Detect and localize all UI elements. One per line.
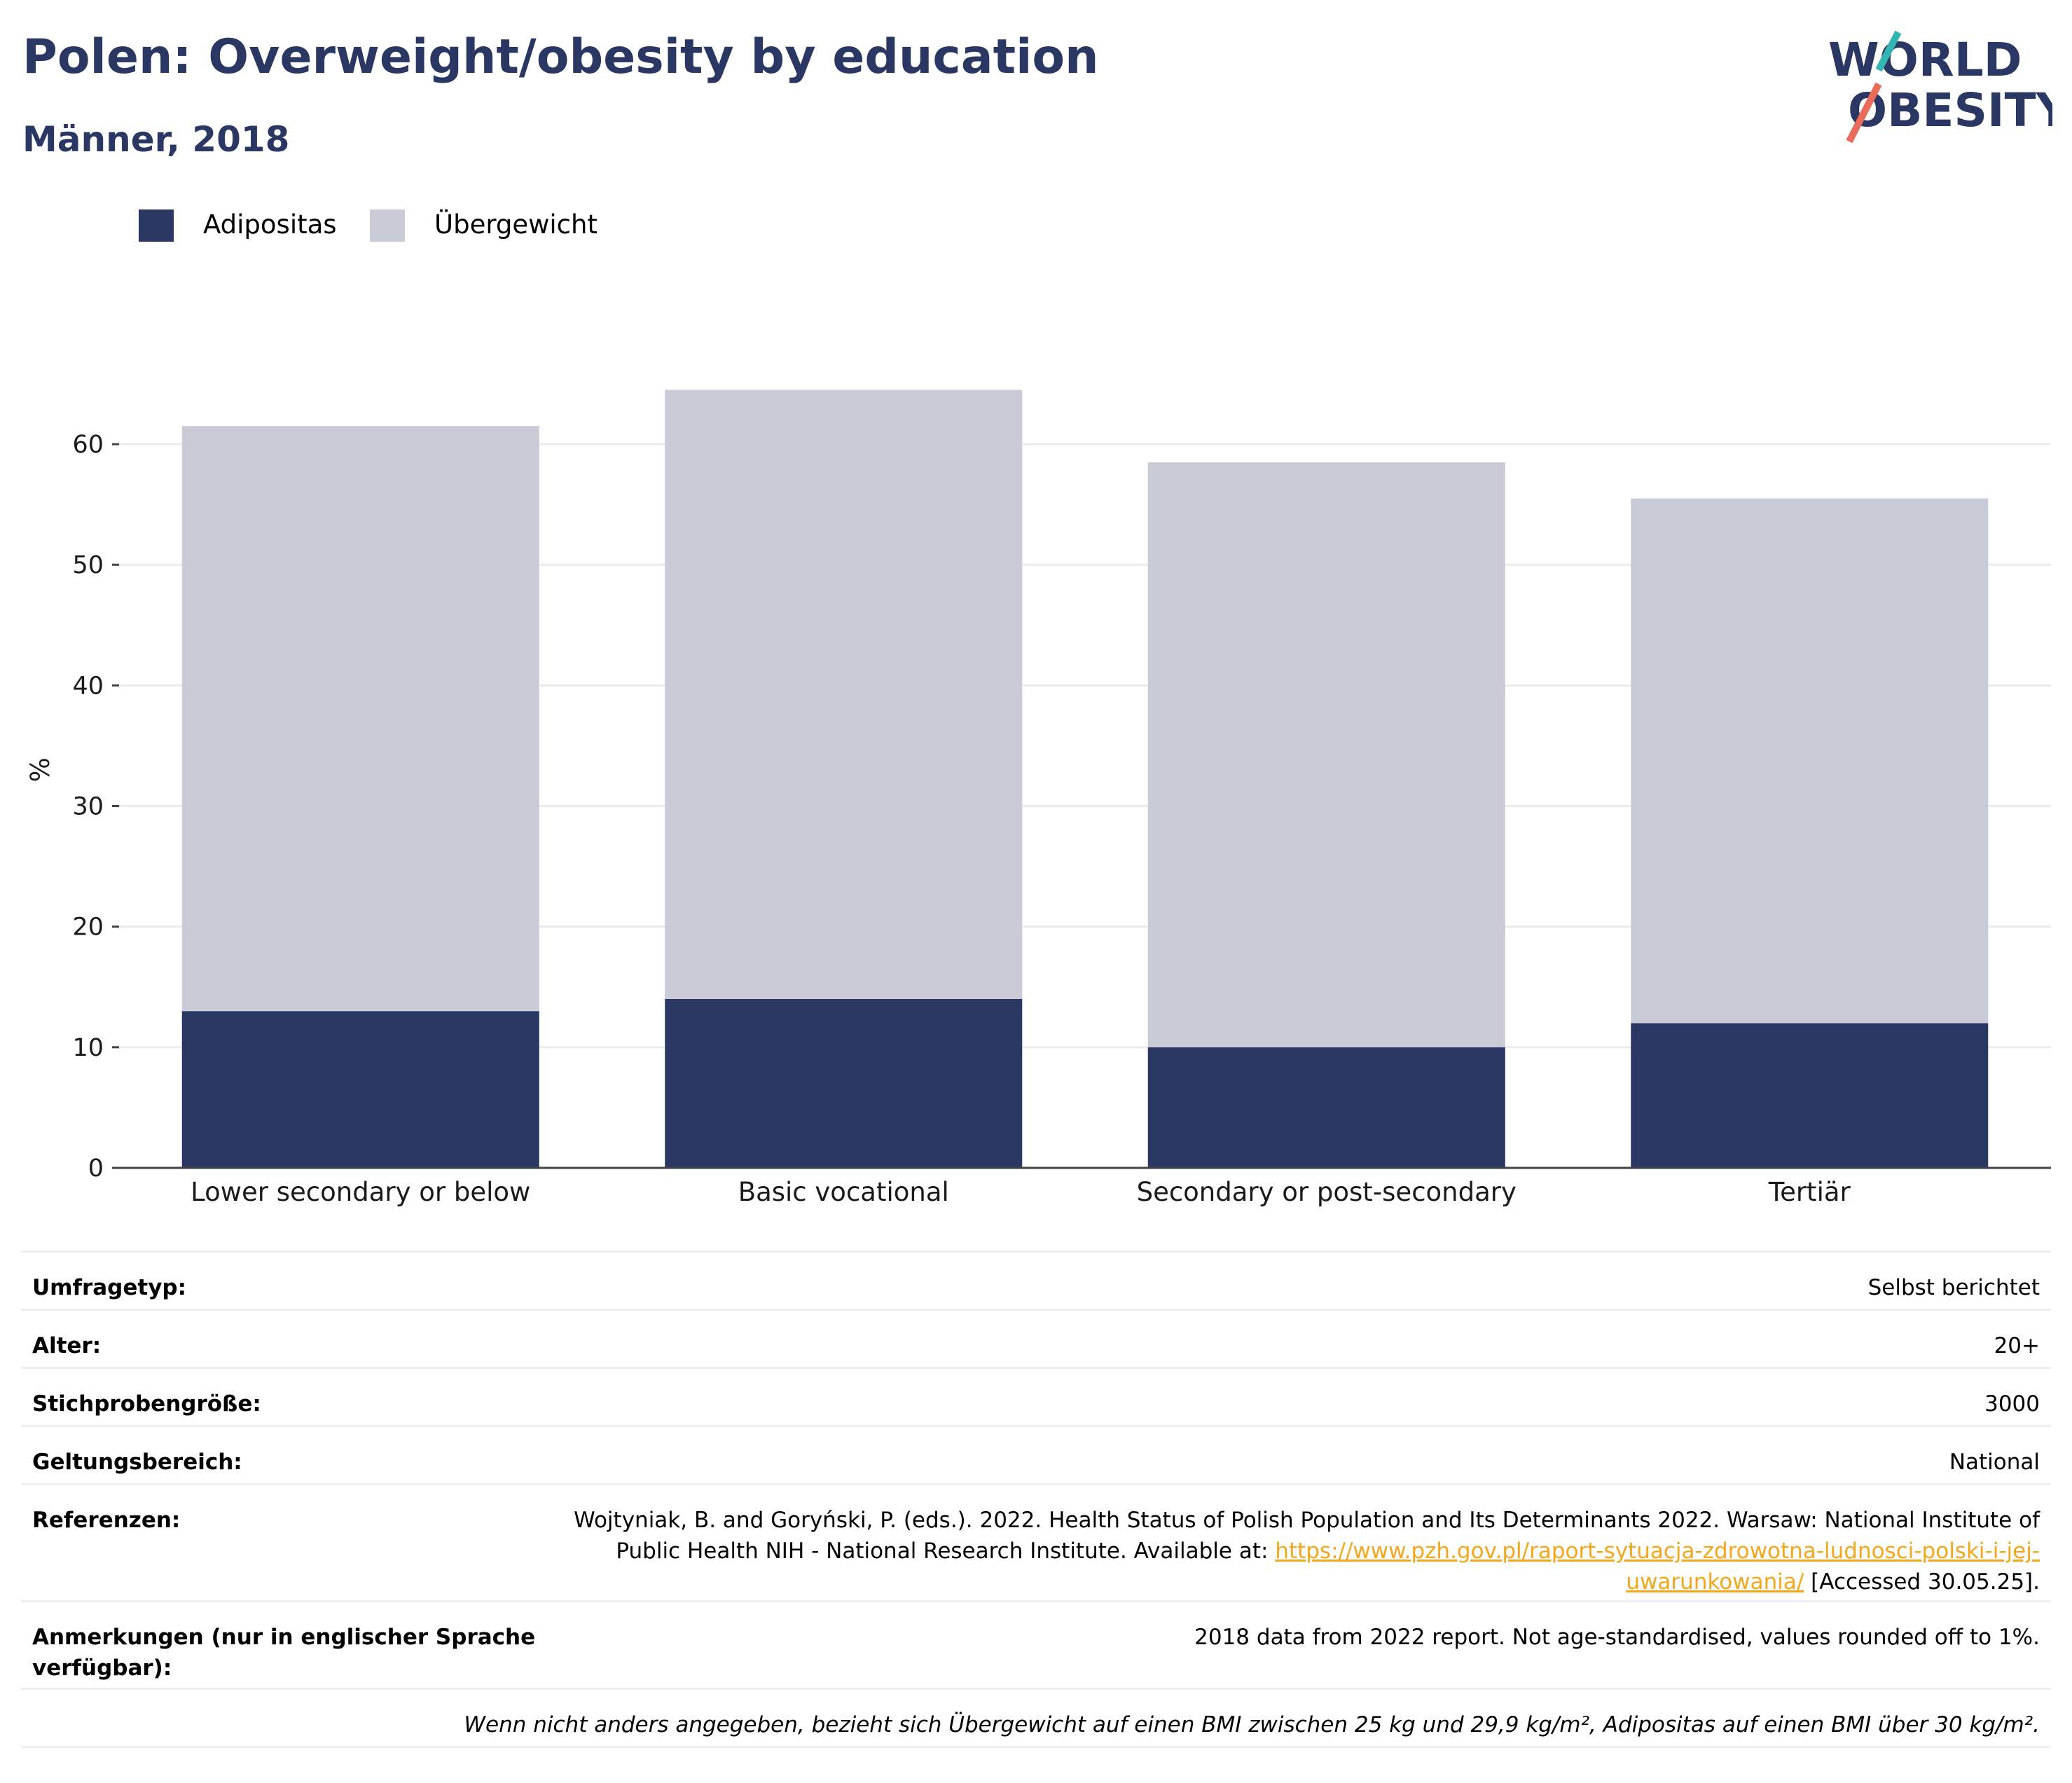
meta-row-footnote: Wenn nicht anders angegeben, bezieht sic… [21, 1688, 2051, 1748]
x-category-label: Tertiär [1768, 1177, 1851, 1207]
bar-adipositas[interactable] [1147, 1047, 1505, 1168]
y-tick-label: 40 [72, 672, 104, 700]
page-subtitle: Männer, 2018 [22, 119, 290, 160]
metadata-table: Umfragetyp: Selbst berichtet Alter: 20+ … [21, 1251, 2051, 1748]
y-tick-label: 60 [72, 431, 104, 459]
legend-swatch-adipositas [139, 209, 174, 242]
bar-uebergewicht[interactable] [181, 426, 539, 1012]
meta-value: Selbst berichtet [1867, 1275, 2040, 1300]
bar-adipositas[interactable] [1631, 1023, 1989, 1168]
footnote: Wenn nicht anders angegeben, bezieht sic… [464, 1712, 2040, 1737]
logo-slash-coral [1846, 82, 1882, 144]
page-title: Polen: Overweight/obesity by education [22, 29, 1099, 85]
reference-line1: Wojtyniak, B. and Goryński, P. (eds.). 2… [574, 1508, 2040, 1533]
x-category-label: Secondary or post-secondary [1137, 1177, 1517, 1207]
bar-uebergewicht[interactable] [1631, 498, 1989, 1024]
logo-line2: OBESITY [1848, 83, 2052, 137]
meta-row-notes: Anmerkungen (nur in englischer Sprache v… [21, 1600, 2051, 1688]
legend-swatch-uebergewicht [370, 209, 405, 242]
reference-link[interactable]: https://www.pzh.gov.pl/raport-sytuacja-z… [1275, 1538, 2040, 1564]
bar-uebergewicht[interactable] [665, 390, 1023, 999]
references-text: Wojtyniak, B. and Goryński, P. (eds.). 2… [429, 1505, 2040, 1597]
meta-key: Stichprobengröße: [32, 1391, 261, 1417]
meta-value: 20+ [1994, 1333, 2040, 1358]
meta-row-survey-type: Umfragetyp: Selbst berichtet [21, 1251, 2051, 1309]
meta-key: Referenzen: [32, 1508, 181, 1533]
y-tick-label: 50 [72, 551, 104, 579]
meta-value: 3000 [1984, 1391, 2040, 1417]
y-tick-label: 0 [88, 1155, 104, 1183]
y-tick-label: 10 [72, 1034, 104, 1062]
logo-slash-teal [1875, 30, 1902, 72]
meta-row-sample-size: Stichprobengröße: 3000 [21, 1367, 2051, 1425]
stacked-bar-chart: 0 10 20 30 40 50 60% Lower secondary or below Ba… [25, 390, 2051, 1207]
meta-row-references: Referenzen: Wojtyniak, B. and Goryński, … [21, 1483, 2051, 1600]
reference-accessed: [Accessed 30.05.25]. [1804, 1569, 2040, 1595]
bar-uebergewicht[interactable] [1147, 462, 1505, 1047]
meta-value: National [1949, 1450, 2040, 1475]
bar-adipositas[interactable] [181, 1011, 539, 1168]
x-category-label: Basic vocational [738, 1177, 949, 1207]
meta-key: Umfragetyp: [32, 1275, 186, 1300]
y-tick-label: 30 [72, 793, 104, 821]
meta-row-age: Alter: 20+ [21, 1309, 2051, 1367]
meta-row-coverage: Geltungsbereich: National [21, 1425, 2051, 1483]
legend-label-uebergewicht: Übergewicht [434, 209, 598, 240]
meta-key: Alter: [32, 1333, 102, 1358]
reference-line2: Public Health NIH - National Research In… [616, 1538, 1276, 1564]
legend-label-adipositas: Adipositas [203, 209, 337, 240]
meta-key: Anmerkungen (nur in englischer Sprache v… [32, 1625, 536, 1681]
y-axis-label: % [25, 757, 55, 782]
reference-link-continued[interactable]: uwarunkowania/ [1626, 1569, 1804, 1595]
x-category-label: Lower secondary or below [191, 1177, 530, 1207]
meta-key: Geltungsbereich: [32, 1450, 242, 1475]
notes-value: 2018 data from 2022 report. Not age-stan… [1194, 1625, 2040, 1650]
bar-adipositas[interactable] [665, 998, 1023, 1168]
world-obesity-logo: WORLD OBESITY [1828, 28, 2071, 147]
logo-line1: WORLD [1828, 33, 2022, 87]
y-tick-label: 20 [72, 914, 104, 942]
